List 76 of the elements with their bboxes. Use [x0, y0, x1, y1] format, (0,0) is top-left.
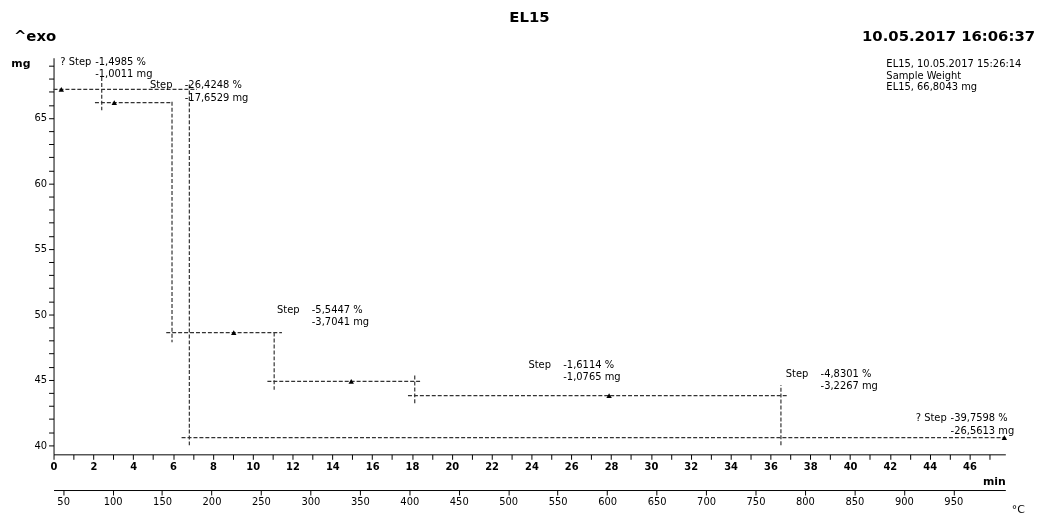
x2-tick-label: 450: [449, 496, 469, 508]
y-tick-label: 55: [34, 243, 48, 255]
y-axis-title: mg: [11, 57, 31, 71]
x2-tick-label: 150: [153, 496, 172, 508]
x-tick-label: 40: [843, 460, 858, 472]
annotation: -3,2267 mg: [820, 379, 878, 391]
x-tick-label: 18: [405, 460, 420, 472]
annotation: Step: [528, 359, 552, 371]
x-tick-label: 6: [170, 460, 178, 472]
x-tick-label: 12: [286, 460, 300, 472]
x-tick-label: 36: [763, 460, 778, 472]
x-tick-label: 34: [724, 460, 739, 472]
annotation: -5,5447 %: [311, 303, 363, 315]
x-tick-label: 10: [246, 460, 261, 472]
x2-tick-label: 900: [894, 496, 914, 508]
x-tick-label: 30: [644, 460, 659, 472]
annotation: EL15, 10.05.2017 15:26:14: [886, 57, 1022, 69]
x2-tick-label: 350: [350, 496, 370, 508]
x-tick-label: 28: [604, 460, 619, 472]
annotation: -26,5613 mg: [950, 424, 1015, 436]
annotation: -1,4985 %: [95, 55, 146, 67]
x-tick-label: 32: [684, 460, 699, 472]
annotation: ? Step: [915, 412, 947, 424]
annotation: -26,4248 %: [184, 79, 242, 91]
annotation: -39,7598 %: [950, 412, 1008, 424]
x-tick-label: 42: [883, 460, 898, 472]
x2-tick-label: 100: [103, 496, 123, 508]
x2-tick-label: 50: [57, 496, 70, 508]
x2-tick-label: 850: [845, 496, 865, 508]
annotation: Step: [149, 79, 173, 91]
annotation: Sample Weight: [886, 69, 962, 81]
x-tick-label: 26: [564, 460, 579, 472]
annotation: ? Step: [60, 55, 92, 67]
y-tick-label: 60: [34, 177, 48, 189]
x2-axis-title: °C: [1011, 503, 1026, 517]
annotation: -3,7041 mg: [311, 316, 370, 328]
x2-tick-label: 300: [301, 496, 321, 508]
x-tick-label: 24: [525, 460, 539, 472]
x-tick-label: 0: [50, 460, 58, 472]
x-tick-label: 46: [963, 460, 977, 472]
y-tick-label: 40: [34, 439, 48, 451]
x-tick-label: 38: [803, 460, 818, 472]
x-tick-label: 4: [130, 460, 138, 472]
x2-tick-label: 500: [499, 496, 519, 508]
x-tick-label: 44: [923, 460, 938, 472]
text: 10.05.2017 16:06:37: [861, 26, 1036, 45]
x-tick-label: 22: [485, 460, 500, 472]
x2-tick-label: 800: [795, 496, 815, 508]
annotation: -1,0765 mg: [563, 371, 621, 383]
text: ^exo: [13, 26, 57, 45]
x2-tick-label: 950: [944, 496, 964, 508]
x2-tick-label: 700: [697, 496, 716, 508]
annotation: -4,8301 %: [820, 367, 872, 379]
x2-tick-label: 250: [251, 496, 271, 508]
x-tick-label: 16: [365, 460, 380, 472]
y-tick-label: 50: [34, 308, 48, 320]
x2-tick-label: 750: [746, 496, 766, 508]
x2-tick-label: 650: [647, 496, 667, 508]
x2-tick-label: 600: [598, 496, 618, 508]
annotation: Step: [276, 303, 300, 315]
chart-title: EL15: [509, 8, 550, 27]
annotation: -1,0011 mg: [95, 68, 153, 80]
x2-tick-label: 550: [548, 496, 568, 508]
annotation: -1,6114 %: [563, 359, 615, 371]
x-tick-label: 14: [325, 460, 340, 472]
y-tick-label: 65: [34, 112, 48, 124]
annotation: -17,6529 mg: [184, 91, 249, 103]
x-axis-title: min: [982, 474, 1006, 488]
annotation: Step: [785, 367, 809, 379]
x2-tick-label: 200: [202, 496, 222, 508]
y-tick-label: 45: [34, 374, 48, 386]
x2-tick-label: 400: [400, 496, 420, 508]
x-tick-label: 20: [445, 460, 460, 472]
x-tick-label: 2: [90, 460, 98, 472]
annotation: EL15, 66,8043 mg: [886, 81, 978, 93]
x-tick-label: 8: [209, 460, 217, 472]
